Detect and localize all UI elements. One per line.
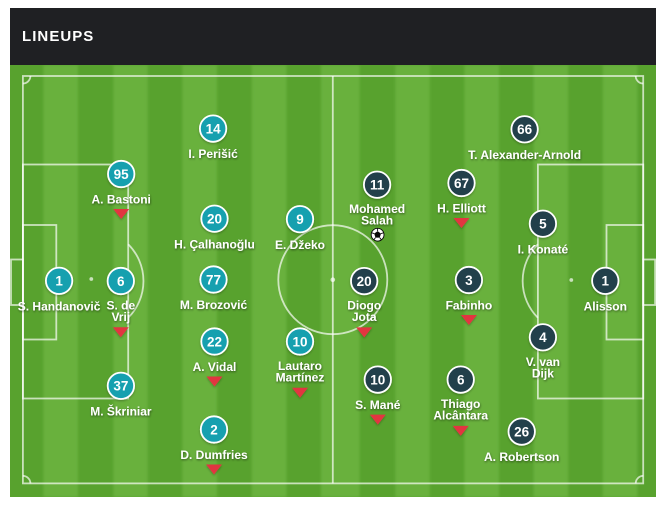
svg-text:S. Handanovič: S. Handanovič	[18, 299, 101, 313]
svg-text:A. Bastoni: A. Bastoni	[92, 193, 151, 207]
svg-text:6: 6	[457, 372, 465, 387]
svg-text:M. Škriniar: M. Škriniar	[90, 403, 152, 418]
svg-text:26: 26	[514, 424, 530, 439]
svg-text:LINEUPS: LINEUPS	[22, 28, 94, 45]
svg-text:V. van: V. van	[526, 355, 560, 369]
svg-text:S. de: S. de	[106, 299, 135, 313]
svg-text:Diogo: Diogo	[347, 299, 381, 313]
svg-text:Lautaro: Lautaro	[278, 359, 322, 373]
svg-text:Thiago: Thiago	[441, 397, 480, 411]
svg-text:95: 95	[114, 167, 130, 182]
svg-text:66: 66	[517, 122, 533, 137]
svg-text:20: 20	[357, 274, 372, 289]
svg-text:4: 4	[539, 330, 547, 345]
svg-text:D. Dumfries: D. Dumfries	[180, 448, 248, 462]
svg-text:A. Robertson: A. Robertson	[484, 450, 559, 464]
svg-text:22: 22	[207, 334, 222, 349]
svg-text:Vrij: Vrij	[111, 310, 130, 324]
svg-text:I. Perišić: I. Perišić	[188, 147, 238, 161]
svg-text:H. Elliott: H. Elliott	[437, 202, 486, 216]
svg-text:Dijk: Dijk	[532, 366, 554, 380]
svg-text:Martínez: Martínez	[276, 371, 325, 385]
svg-text:37: 37	[113, 379, 128, 394]
svg-text:14: 14	[206, 121, 222, 136]
svg-text:Salah: Salah	[361, 214, 393, 228]
svg-text:3: 3	[465, 273, 473, 288]
svg-text:6: 6	[117, 274, 125, 289]
svg-text:T. Alexander-Arnold: T. Alexander-Arnold	[468, 148, 581, 162]
svg-text:S. Mané: S. Mané	[355, 398, 401, 412]
svg-text:Fabinho: Fabinho	[446, 299, 493, 313]
svg-text:A. Vidal: A. Vidal	[193, 360, 237, 374]
svg-text:I. Konaté: I. Konaté	[518, 242, 569, 256]
svg-text:11: 11	[370, 178, 385, 193]
svg-text:10: 10	[292, 334, 307, 349]
svg-text:67: 67	[454, 176, 469, 191]
svg-text:Mohamed: Mohamed	[349, 202, 405, 216]
svg-text:Alcântara: Alcântara	[433, 409, 488, 423]
svg-text:E. Džeko: E. Džeko	[275, 238, 325, 252]
svg-text:Alisson: Alisson	[584, 299, 627, 313]
svg-text:10: 10	[370, 372, 385, 387]
svg-text:1: 1	[55, 274, 63, 289]
svg-text:2: 2	[210, 422, 218, 437]
svg-text:H. Çalhanoğlu: H. Çalhanoğlu	[174, 237, 255, 251]
svg-text:20: 20	[207, 212, 222, 227]
svg-text:Jota: Jota	[352, 310, 377, 324]
svg-text:5: 5	[539, 217, 547, 232]
svg-text:9: 9	[296, 212, 304, 227]
svg-text:77: 77	[206, 272, 221, 287]
svg-text:M. Brozović: M. Brozović	[180, 298, 248, 312]
svg-text:1: 1	[602, 274, 610, 289]
